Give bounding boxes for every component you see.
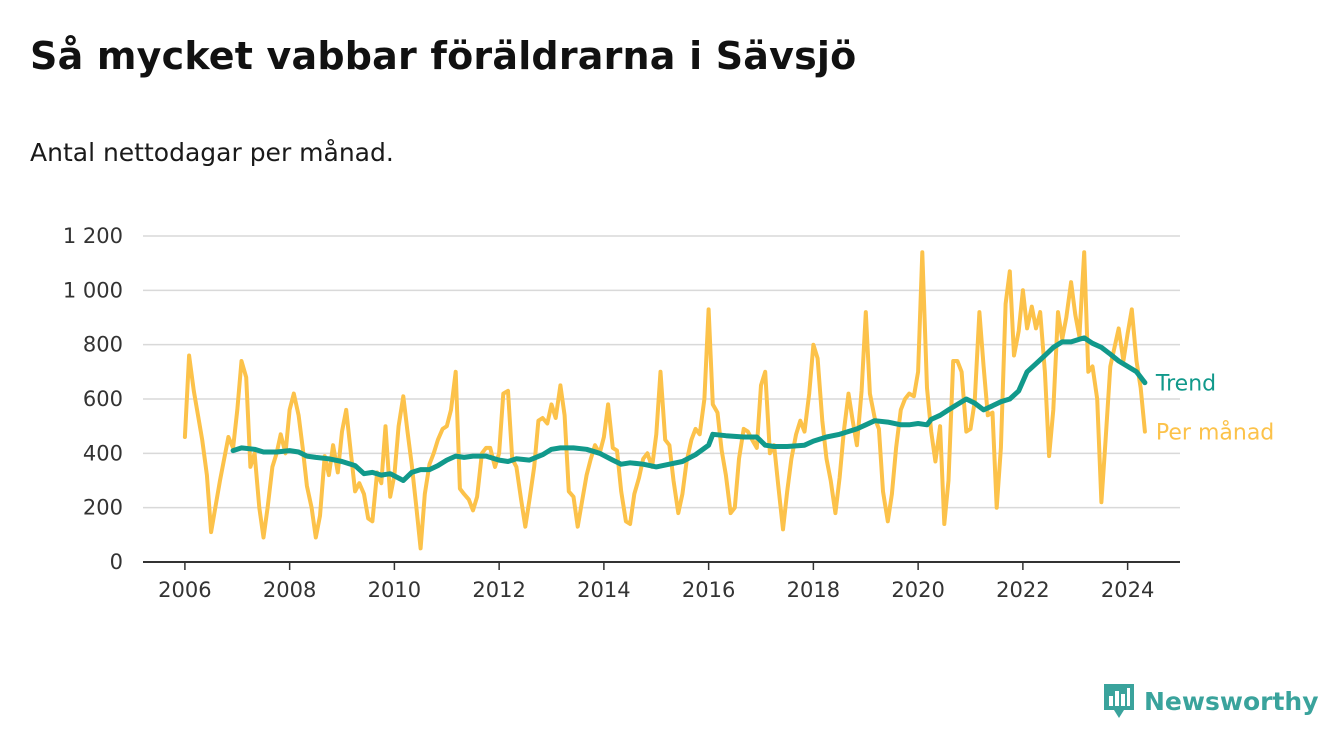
series-label-per-manad: Per månad <box>1156 420 1274 446</box>
y-tick-label: 1 200 <box>63 224 123 248</box>
x-tick-label: 2012 <box>472 578 525 602</box>
x-tick-label: 2018 <box>787 578 840 602</box>
x-tick-label: 2022 <box>996 578 1049 602</box>
series-labels: Per månad Trend <box>1155 372 1274 446</box>
x-tick-label: 2008 <box>263 578 316 602</box>
y-axis-ticks: 0 200 400 600 800 1 000 1 200 <box>63 224 123 574</box>
bar-chart-speech-bubble-icon <box>1104 684 1134 718</box>
y-tick-label: 200 <box>83 496 123 520</box>
series-lines <box>182 250 1148 551</box>
y-tick-label: 800 <box>83 333 123 357</box>
chart-subtitle: Antal nettodagar per månad. <box>30 138 394 167</box>
x-tick-label: 2016 <box>682 578 735 602</box>
newsworthy-brand[interactable]: Newsworthy <box>1102 682 1319 720</box>
x-axis: 2006 2008 2010 2012 2014 2016 2018 2020 2022 2024 <box>143 561 1180 602</box>
series-line-trend <box>230 335 1148 483</box>
series-line-per-manad <box>182 250 1147 551</box>
series-label-trend: Trend <box>1155 372 1216 397</box>
x-tick-label: 2006 <box>158 578 211 602</box>
y-tick-label: 400 <box>83 441 123 465</box>
chart-title: Så mycket vabbar föräldrarna i Sävsjö <box>30 34 857 78</box>
y-tick-label: 1 000 <box>63 278 123 302</box>
x-tick-label: 2020 <box>891 578 944 602</box>
x-tick-label: 2010 <box>368 578 421 602</box>
x-tick-label: 2014 <box>577 578 630 602</box>
y-tick-label: 0 <box>110 550 123 574</box>
x-tick-label: 2024 <box>1101 578 1154 602</box>
y-tick-label: 600 <box>83 387 123 411</box>
brand-name: Newsworthy <box>1144 686 1319 716</box>
